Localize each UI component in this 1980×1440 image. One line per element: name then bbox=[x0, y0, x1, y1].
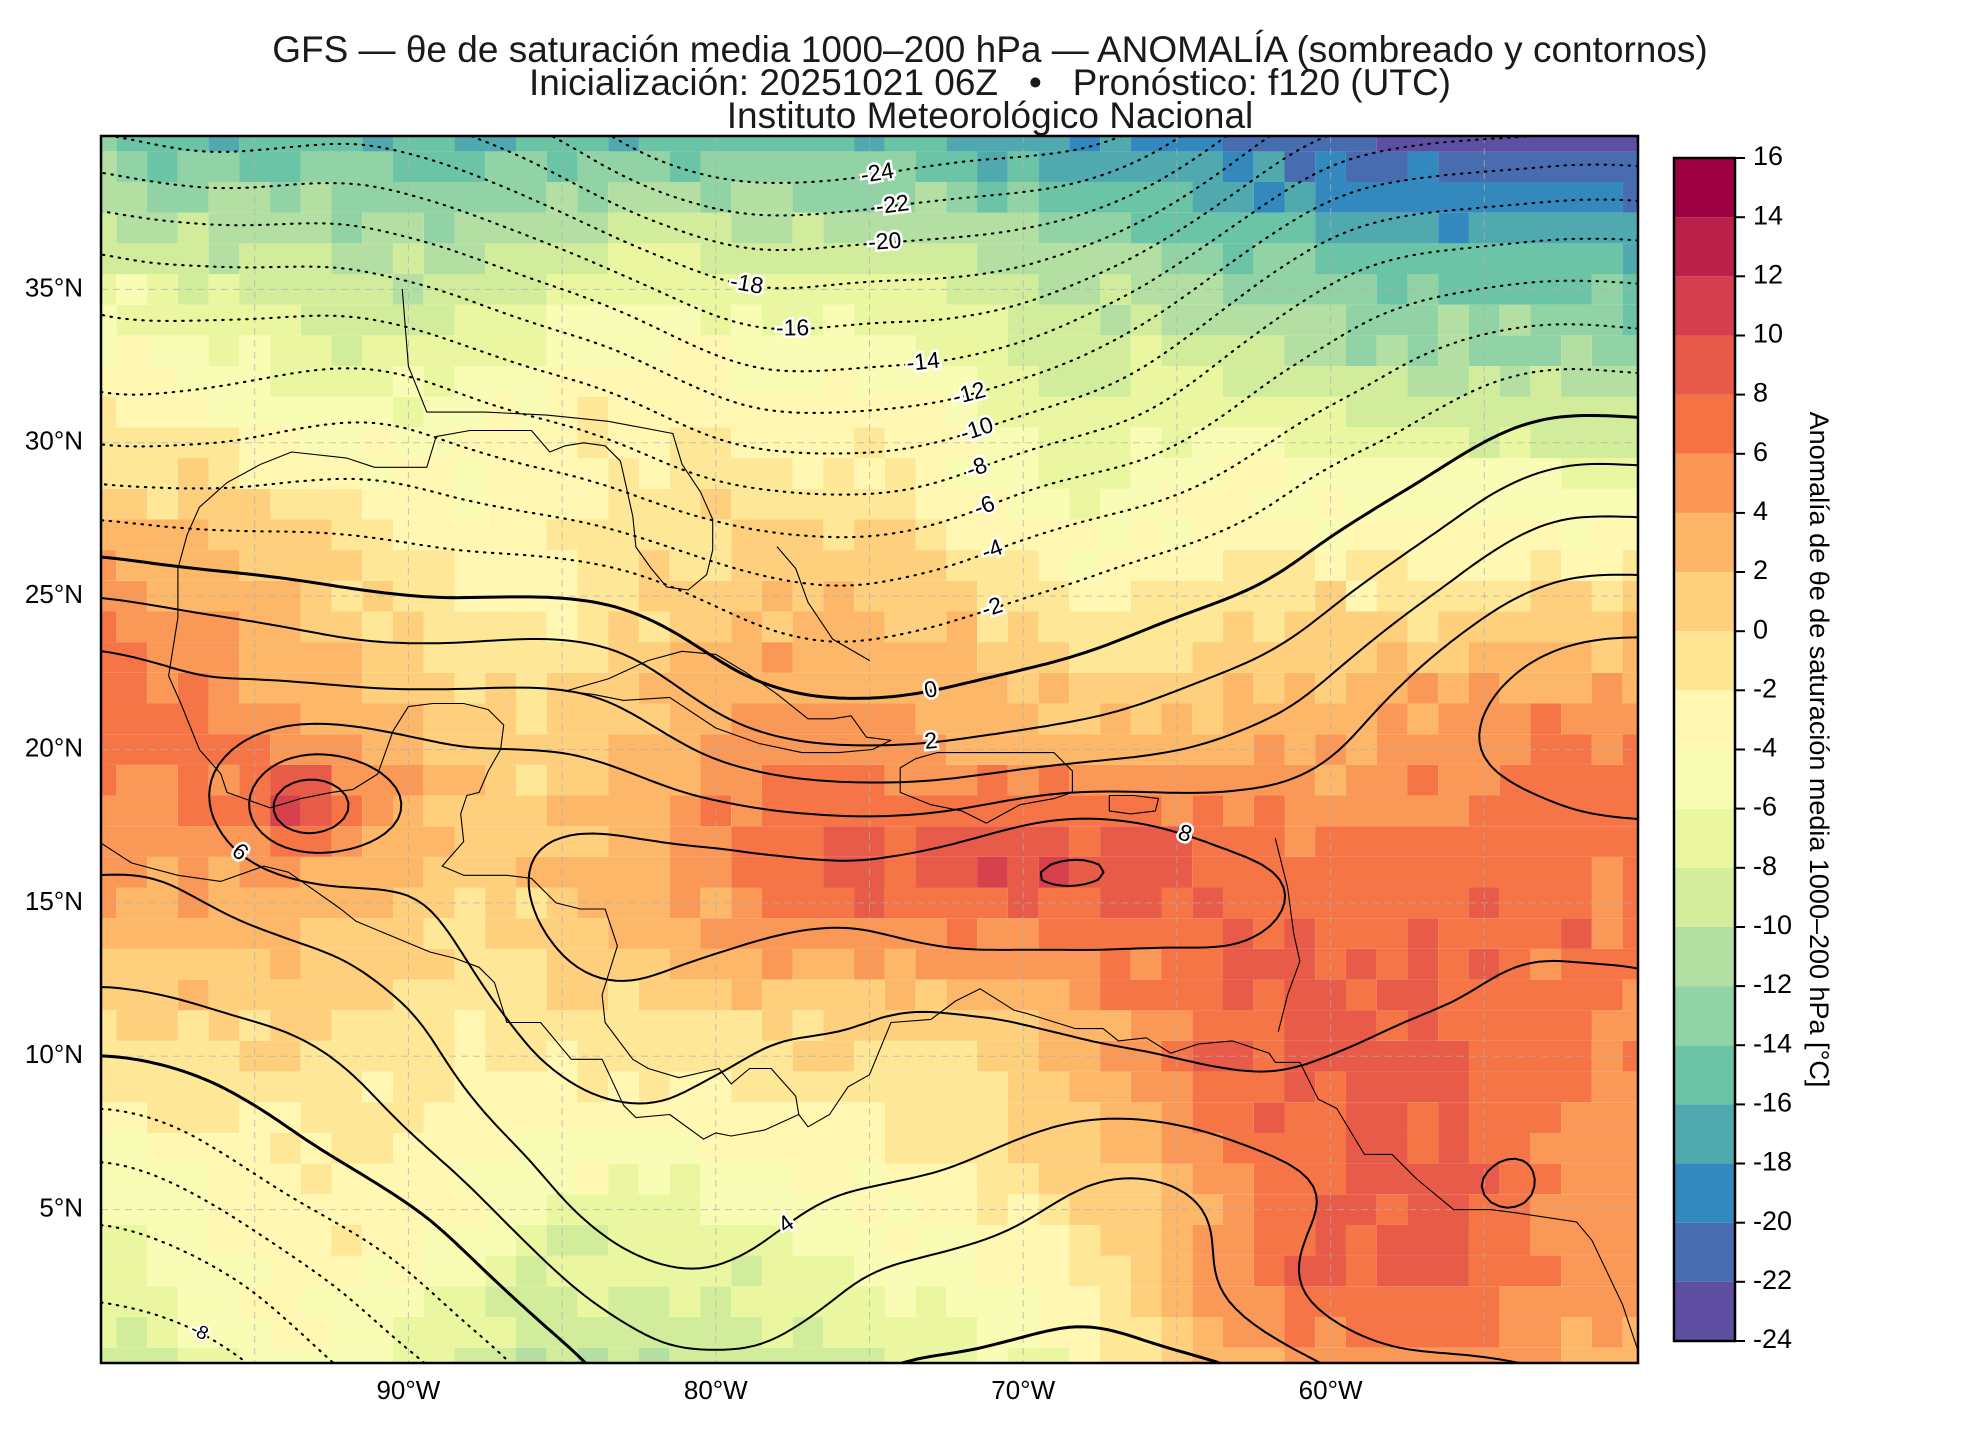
svg-text:-16: -16 bbox=[1753, 1088, 1792, 1118]
svg-text:20°N: 20°N bbox=[25, 732, 83, 762]
svg-text:Anomalía de θe de saturación m: Anomalía de θe de saturación media 1000–… bbox=[1804, 412, 1834, 1088]
svg-text:80°W: 80°W bbox=[684, 1375, 748, 1405]
svg-text:-24: -24 bbox=[1753, 1324, 1792, 1354]
svg-text:14: 14 bbox=[1753, 200, 1783, 230]
svg-text:12: 12 bbox=[1753, 259, 1783, 289]
svg-text:60°W: 60°W bbox=[1299, 1375, 1363, 1405]
svg-text:-14: -14 bbox=[905, 347, 941, 376]
svg-text:-22: -22 bbox=[874, 189, 910, 219]
svg-text:30°N: 30°N bbox=[25, 426, 83, 456]
svg-text:70°W: 70°W bbox=[991, 1375, 1055, 1405]
svg-text:5°N: 5°N bbox=[39, 1192, 83, 1222]
svg-text:-18: -18 bbox=[1753, 1147, 1792, 1177]
svg-text:4: 4 bbox=[1753, 496, 1768, 526]
svg-text:2: 2 bbox=[923, 727, 938, 754]
svg-text:-14: -14 bbox=[1753, 1028, 1792, 1058]
svg-text:-20: -20 bbox=[867, 227, 902, 255]
svg-text:0: 0 bbox=[1753, 614, 1768, 644]
svg-text:25°N: 25°N bbox=[25, 579, 83, 609]
svg-text:-16: -16 bbox=[776, 314, 810, 340]
svg-text:10°N: 10°N bbox=[25, 1039, 83, 1069]
svg-text:-22: -22 bbox=[1753, 1265, 1792, 1295]
svg-text:-12: -12 bbox=[1753, 969, 1792, 999]
svg-text:-2: -2 bbox=[1753, 673, 1777, 703]
svg-text:-6: -6 bbox=[1753, 792, 1777, 822]
svg-text:-4: -4 bbox=[1753, 733, 1777, 763]
svg-text:15°N: 15°N bbox=[25, 886, 83, 916]
svg-text:2: 2 bbox=[1753, 555, 1768, 585]
svg-text:-20: -20 bbox=[1753, 1206, 1792, 1236]
svg-text:-10: -10 bbox=[1753, 910, 1792, 940]
svg-text:6: 6 bbox=[1753, 437, 1768, 467]
svg-text:16: 16 bbox=[1753, 141, 1783, 171]
svg-text:10: 10 bbox=[1753, 319, 1783, 349]
svg-text:35°N: 35°N bbox=[25, 272, 83, 302]
svg-text:8: 8 bbox=[1753, 378, 1768, 408]
svg-text:90°W: 90°W bbox=[376, 1375, 440, 1405]
svg-text:-8: -8 bbox=[1753, 851, 1777, 881]
svg-text:-24: -24 bbox=[859, 157, 896, 188]
